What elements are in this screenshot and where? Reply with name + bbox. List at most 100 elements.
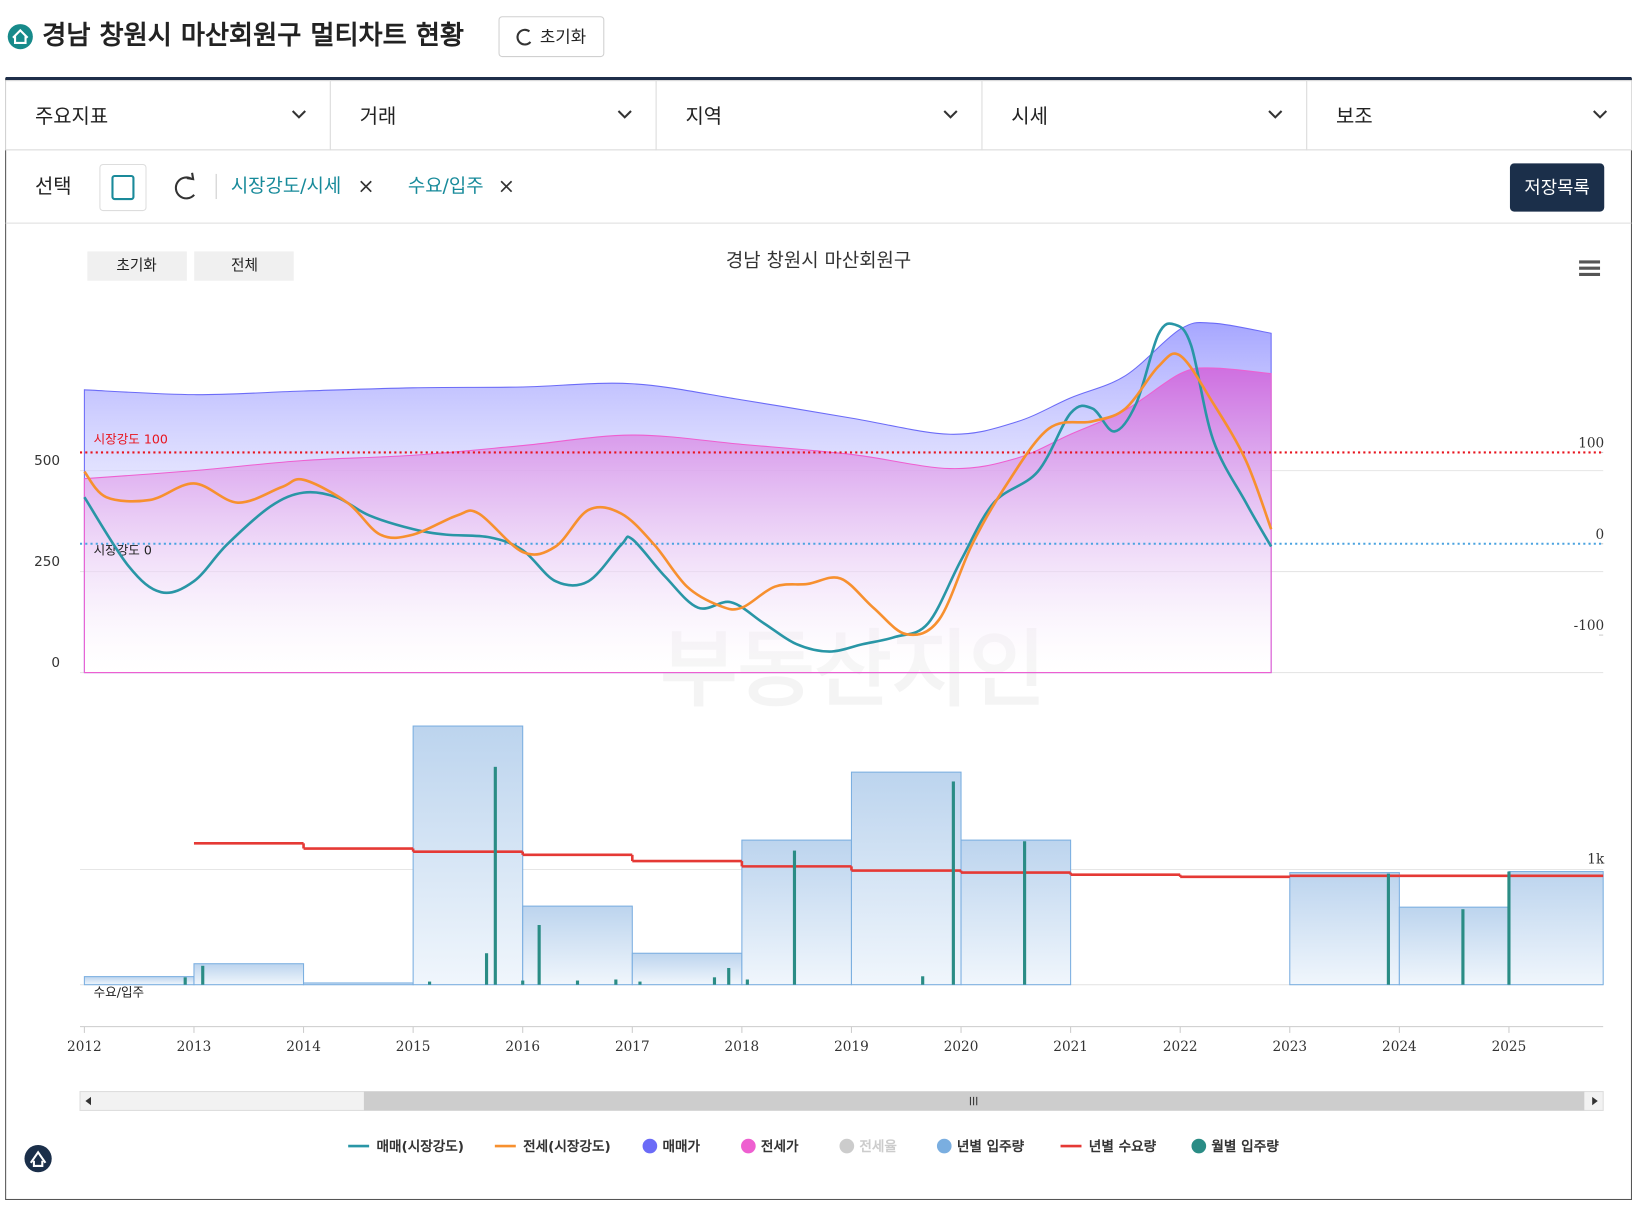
chart-menu[interactable] xyxy=(1579,260,1601,277)
monthly-supply xyxy=(1023,841,1027,985)
logo xyxy=(24,1145,52,1173)
y2-tick-label: 100 xyxy=(1578,436,1604,452)
monthly-supply xyxy=(521,980,525,985)
chip: 시장강도/시세 xyxy=(231,175,341,197)
monthly-supply xyxy=(201,965,205,985)
legend-label[interactable]: 월별 입주량 xyxy=(1211,1138,1279,1155)
home-glyph xyxy=(12,28,29,44)
strength-line xyxy=(83,322,1273,653)
tab-label: 거래 xyxy=(360,105,397,128)
yearly-supply xyxy=(303,982,414,986)
tab[interactable] xyxy=(655,80,983,151)
logo-glyph xyxy=(29,1150,47,1168)
yearly-supply xyxy=(631,952,743,986)
zoom-button[interactable] xyxy=(87,251,187,281)
strength-line xyxy=(83,352,1273,637)
legend-symbol xyxy=(1191,1138,1207,1154)
tab[interactable] xyxy=(981,80,1308,151)
x-tick-label: 2025 xyxy=(1492,1039,1527,1055)
x-tick-label: 2021 xyxy=(1053,1039,1088,1055)
legend-symbol xyxy=(936,1138,952,1154)
reset-icon xyxy=(516,28,532,46)
y-tick-label: 500 xyxy=(34,453,60,469)
plot-line-label: 시장강도 100 xyxy=(94,431,168,446)
y-tick-label: 0 xyxy=(51,655,60,671)
legend-symbol xyxy=(839,1138,855,1154)
x-tick-label: 2012 xyxy=(67,1039,102,1055)
yearly-supply xyxy=(960,839,1072,986)
y2-tick-label: 0 xyxy=(1596,527,1605,543)
save-icon xyxy=(111,174,135,201)
legend-label[interactable]: 매매가 xyxy=(662,1139,700,1155)
chip: 수요/입주 xyxy=(408,175,484,197)
chip-remove[interactable] xyxy=(500,180,513,193)
home-icon xyxy=(7,24,33,50)
monthly-supply xyxy=(951,781,955,985)
tab-label: 지역 xyxy=(686,105,723,128)
tab-label: 주요지표 xyxy=(35,105,108,128)
reset-button[interactable] xyxy=(498,16,605,58)
monthly-supply xyxy=(614,979,618,985)
tab-chevron xyxy=(943,110,958,119)
tab-chevron xyxy=(1268,110,1283,119)
legend-symbol xyxy=(741,1138,756,1154)
yearly-supply xyxy=(1289,872,1400,986)
monthly-supply xyxy=(537,925,541,985)
chart-title: 경남 창원시 마산회원구 xyxy=(726,249,911,271)
tab[interactable] xyxy=(5,80,331,151)
yearly-supply xyxy=(1398,906,1510,986)
tab-label: 시세 xyxy=(1011,105,1048,128)
save-button[interactable] xyxy=(99,163,147,212)
save-list-button[interactable] xyxy=(1509,163,1605,212)
x-tick-label: 2014 xyxy=(286,1039,321,1055)
monthly-supply xyxy=(1386,873,1390,985)
yearly-supply xyxy=(522,905,633,986)
x-tick-label: 2022 xyxy=(1163,1039,1198,1055)
legend-label[interactable]: 전세(시장강도) xyxy=(523,1138,611,1155)
x-tick-label: 2018 xyxy=(725,1039,760,1055)
y-tick-label: 250 xyxy=(34,554,60,570)
monthly-supply xyxy=(745,979,749,985)
monthly-supply xyxy=(1461,909,1465,985)
panel-label: 수요/입주 xyxy=(94,985,144,1000)
monthly-supply xyxy=(484,953,489,985)
yearly-supply xyxy=(193,963,305,986)
x-tick-label: 2016 xyxy=(505,1039,540,1055)
monthly-supply xyxy=(712,977,717,985)
monthly-supply xyxy=(727,967,731,985)
yearly-supply xyxy=(741,839,852,986)
reset-label: 초기화 xyxy=(540,27,586,47)
price-area xyxy=(83,367,1272,674)
x-tick-label: 2020 xyxy=(944,1039,979,1055)
zoom-label: 전체 xyxy=(231,257,258,274)
tab-chevron xyxy=(1593,110,1608,119)
tab-chevron xyxy=(291,110,306,119)
legend-label[interactable]: 전세가 xyxy=(761,1138,799,1155)
x-tick-label: 2015 xyxy=(396,1039,431,1055)
legend-label[interactable]: 매매(시장강도) xyxy=(376,1138,464,1155)
monthly-supply xyxy=(921,976,925,985)
chip-remove[interactable] xyxy=(360,180,372,193)
tab[interactable] xyxy=(329,80,657,151)
monthly-supply xyxy=(493,766,497,985)
monthly-supply xyxy=(1507,871,1511,985)
plot-line-label: 시장강도 0 xyxy=(94,543,152,558)
select-label: 선택 xyxy=(35,175,72,198)
ui: 경남 창원시 마산회원구 멀티차트 현황 초기화 선택 시장강도/시세 수요/입… xyxy=(5,16,1632,1201)
legend-label[interactable]: 년별 입주량 xyxy=(957,1138,1025,1155)
save-list-label: 저장목록 xyxy=(1524,178,1590,199)
legend-label[interactable]: 전세율 xyxy=(859,1138,897,1155)
monthly-supply xyxy=(638,981,642,985)
page-title: 경남 창원시 마산회원구 멀티차트 현황 xyxy=(42,21,464,51)
legend-label[interactable]: 년별 수요량 xyxy=(1089,1138,1157,1155)
monthly-supply xyxy=(427,981,432,985)
tab[interactable] xyxy=(1306,80,1632,151)
monthly-supply xyxy=(575,980,580,985)
zoom-button[interactable] xyxy=(194,251,294,281)
x-tick-label: 2013 xyxy=(177,1039,212,1055)
refresh-button[interactable] xyxy=(174,172,195,200)
tab-chevron xyxy=(617,110,632,119)
yearly-supply xyxy=(850,771,962,986)
